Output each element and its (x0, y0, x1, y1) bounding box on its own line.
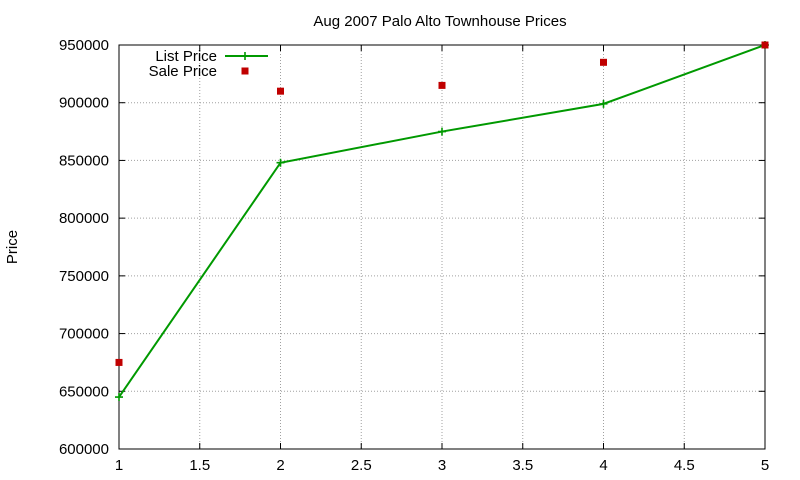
legend-label-sale-price: Sale Price (149, 63, 217, 80)
x-tick-label: 5 (761, 457, 769, 474)
data-point-sale-price (438, 81, 446, 89)
data-point-list-price (438, 127, 446, 136)
chart-title: Aug 2007 Palo Alto Townhouse Prices (313, 13, 566, 30)
x-tick-label: 2.5 (351, 457, 372, 474)
y-tick-label: 600000 (59, 441, 109, 458)
y-tick-label: 750000 (59, 268, 109, 285)
x-tick-label: 3 (438, 457, 446, 474)
y-tick-label: 700000 (59, 326, 109, 343)
legend-marker-sale-price (241, 67, 249, 75)
x-tick-label: 4 (599, 457, 607, 474)
y-tick-label: 950000 (59, 37, 109, 54)
legend-label-list-price: List Price (155, 48, 217, 65)
legend: List Price Sale Price (149, 48, 268, 80)
data-point-sale-price (115, 358, 123, 366)
data-point-list-price (115, 393, 123, 402)
axis-ticks: 1 1.5 2 2.5 3 3.5 4 4.5 5 600000 650000 700000 75000… (59, 37, 769, 474)
data-point-sale-price (761, 41, 769, 49)
data-point-list-price (599, 99, 608, 108)
data-point-sale-price (600, 58, 607, 66)
grid (119, 45, 765, 449)
data-point-sale-price (277, 87, 284, 95)
y-tick-label: 800000 (59, 210, 109, 227)
data-point-list-price (276, 158, 285, 167)
x-tick-label: 1.5 (189, 457, 210, 474)
plot-frame (118, 44, 766, 450)
y-tick-label: 900000 (59, 95, 109, 112)
x-tick-label: 2 (276, 457, 284, 474)
x-tick-label: 3.5 (512, 457, 533, 474)
legend-marker-list-price (241, 52, 249, 60)
y-tick-label: 650000 (59, 383, 109, 400)
y-tick-label: 850000 (59, 152, 109, 169)
y-axis-label: Price (4, 230, 21, 264)
series-line-list-price (118, 44, 766, 398)
series-layer (115, 41, 769, 402)
x-tick-label: 4.5 (674, 457, 695, 474)
x-tick-label: 1 (115, 457, 123, 474)
